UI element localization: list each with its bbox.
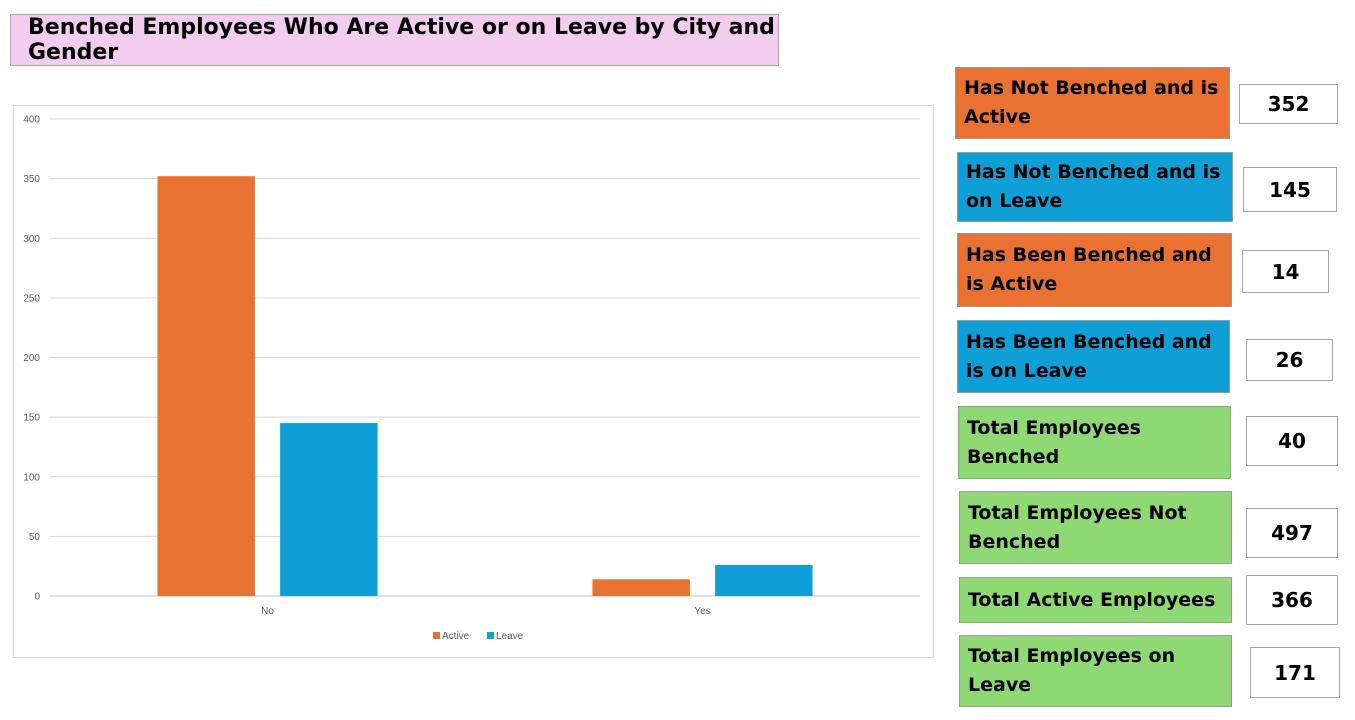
legend-swatch [487, 632, 494, 639]
y-tick-label: 250 [23, 293, 40, 304]
y-tick-label: 150 [23, 413, 40, 424]
y-tick-label: 50 [29, 532, 41, 543]
chart-svg: 0 50 100 150 200 250 300 350 400 No Yes Active Leave [23, 115, 920, 642]
legend-label: Active [442, 631, 470, 642]
y-tick-label: 300 [23, 234, 40, 245]
kpi-card-not-benched-active: Has Not Benched and is Active [955, 67, 1230, 139]
kpi-label: Has Been Benched and is on Leave [966, 330, 1212, 382]
kpi-value-total-not-benched: 497 [1246, 508, 1338, 558]
kpi-card-benched-active: Has Been Benched and is Active [957, 233, 1232, 307]
kpi-card-benched-leave: Has Been Benched and is on Leave [957, 320, 1230, 393]
bar-active-yes [592, 579, 690, 596]
y-tick-label: 200 [23, 353, 40, 364]
y-tick-label: 400 [23, 115, 40, 126]
kpi-value-benched-leave: 26 [1246, 339, 1333, 381]
kpi-card-total-active: Total Active Employees [959, 577, 1232, 623]
bar-leave-yes [715, 564, 813, 596]
kpi-card-total-benched: Total Employees Benched [958, 406, 1231, 479]
legend-label: Leave [496, 631, 524, 642]
kpi-card-not-benched-leave: Has Not Benched and is on Leave [957, 152, 1233, 222]
kpi-value-total-benched: 40 [1246, 416, 1338, 466]
kpi-label: Has Not Benched and is on Leave [966, 161, 1221, 212]
x-tick-label: Yes [694, 606, 710, 617]
x-tick-label: No [261, 606, 274, 617]
chart-title: Benched Employees Who Are Active or on L… [10, 14, 779, 66]
kpi-label: Total Active Employees [968, 588, 1216, 611]
y-tick-label: 350 [23, 174, 40, 185]
kpi-label: Has Been Benched and is Active [966, 244, 1212, 295]
y-tick-label: 0 [34, 592, 40, 603]
legend-swatch [433, 632, 440, 639]
bar-active-no [157, 176, 255, 596]
kpi-label: Total Employees on Leave [968, 645, 1176, 696]
kpi-label: Total Employees Benched [967, 416, 1141, 468]
kpi-value-benched-active: 14 [1242, 250, 1329, 293]
kpi-value-not-benched-leave: 145 [1243, 167, 1337, 212]
kpi-value-total-leave: 171 [1250, 647, 1340, 698]
kpi-label: Total Employees Not Benched [968, 501, 1187, 553]
kpi-value-not-benched-active: 352 [1239, 84, 1338, 124]
kpi-value-total-active: 366 [1246, 575, 1338, 625]
bar-chart: 0 50 100 150 200 250 300 350 400 No Yes Active Leave [13, 105, 934, 658]
bar-leave-no [280, 423, 378, 596]
y-tick-label: 100 [23, 472, 40, 483]
kpi-card-total-not-benched: Total Employees Not Benched [959, 491, 1232, 564]
kpi-label: Has Not Benched and is Active [964, 77, 1219, 128]
kpi-card-total-leave: Total Employees on Leave [959, 635, 1232, 707]
